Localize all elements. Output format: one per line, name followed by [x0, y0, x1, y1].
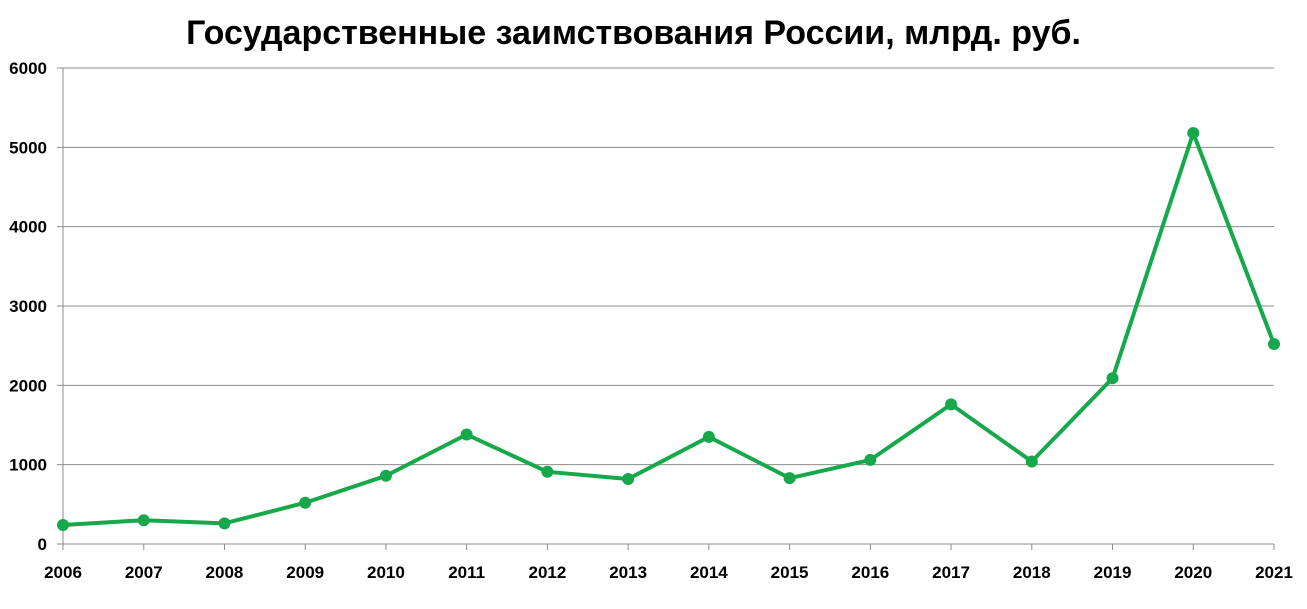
data-point-2021 — [1268, 338, 1280, 351]
gridlines — [63, 67, 1274, 466]
y-tick-label: 4000 — [9, 218, 47, 237]
x-tick-label: 2008 — [206, 563, 244, 582]
y-tick-label: 1000 — [9, 456, 47, 475]
x-tick-label: 2011 — [448, 563, 485, 582]
x-tick-label: 2021 — [1255, 563, 1293, 582]
x-tick-label: 2014 — [690, 563, 728, 582]
x-tick-label: 2018 — [1013, 563, 1051, 582]
x-tick-label: 2012 — [528, 563, 566, 582]
data-point-2008 — [218, 517, 231, 530]
data-point-2016 — [864, 453, 877, 466]
x-tick-label: 2019 — [1094, 563, 1132, 582]
y-tick-labels: 0 1000 2000 3000 4000 5000 6000 — [9, 59, 47, 554]
chart-title: Государственные заимствования России, мл… — [186, 14, 1081, 52]
x-tick-label: 2016 — [851, 563, 889, 582]
x-tick-label: 2010 — [367, 563, 405, 582]
data-point-2019 — [1106, 372, 1119, 385]
series-line — [61, 131, 1276, 527]
x-tick-labels: 2006 2007 2008 2009 2010 2011 2012 2013 2014 2015… — [44, 563, 1293, 582]
data-point-2017 — [945, 398, 958, 411]
y-tick-label: 3000 — [9, 297, 47, 316]
data-point-2014 — [702, 430, 715, 443]
x-tick-label: 2013 — [609, 563, 647, 582]
data-point-2018 — [1025, 455, 1038, 468]
y-tick-label: 2000 — [9, 376, 47, 395]
x-tick-label: 2009 — [286, 563, 324, 582]
x-tick-label: 2015 — [771, 563, 809, 582]
x-tick-label: 2007 — [125, 563, 163, 582]
x-tick-label: 2020 — [1174, 563, 1212, 582]
data-point-2009 — [299, 496, 312, 509]
data-point-2015 — [783, 472, 796, 485]
y-tick-label: 0 — [38, 535, 47, 554]
data-point-2012 — [541, 465, 554, 478]
x-tick-label: 2017 — [932, 563, 970, 582]
y-tick-label: 5000 — [9, 138, 47, 157]
series — [57, 127, 1280, 531]
y-tick-label: 6000 — [9, 59, 47, 78]
data-point-2020 — [1187, 127, 1200, 140]
axes — [57, 67, 1275, 550]
x-tick-label: 2006 — [44, 563, 82, 582]
data-point-2010 — [379, 469, 392, 482]
data-point-2011 — [460, 428, 473, 441]
data-point-2006 — [57, 518, 69, 531]
data-point-2007 — [137, 514, 150, 527]
data-point-2013 — [622, 472, 635, 485]
